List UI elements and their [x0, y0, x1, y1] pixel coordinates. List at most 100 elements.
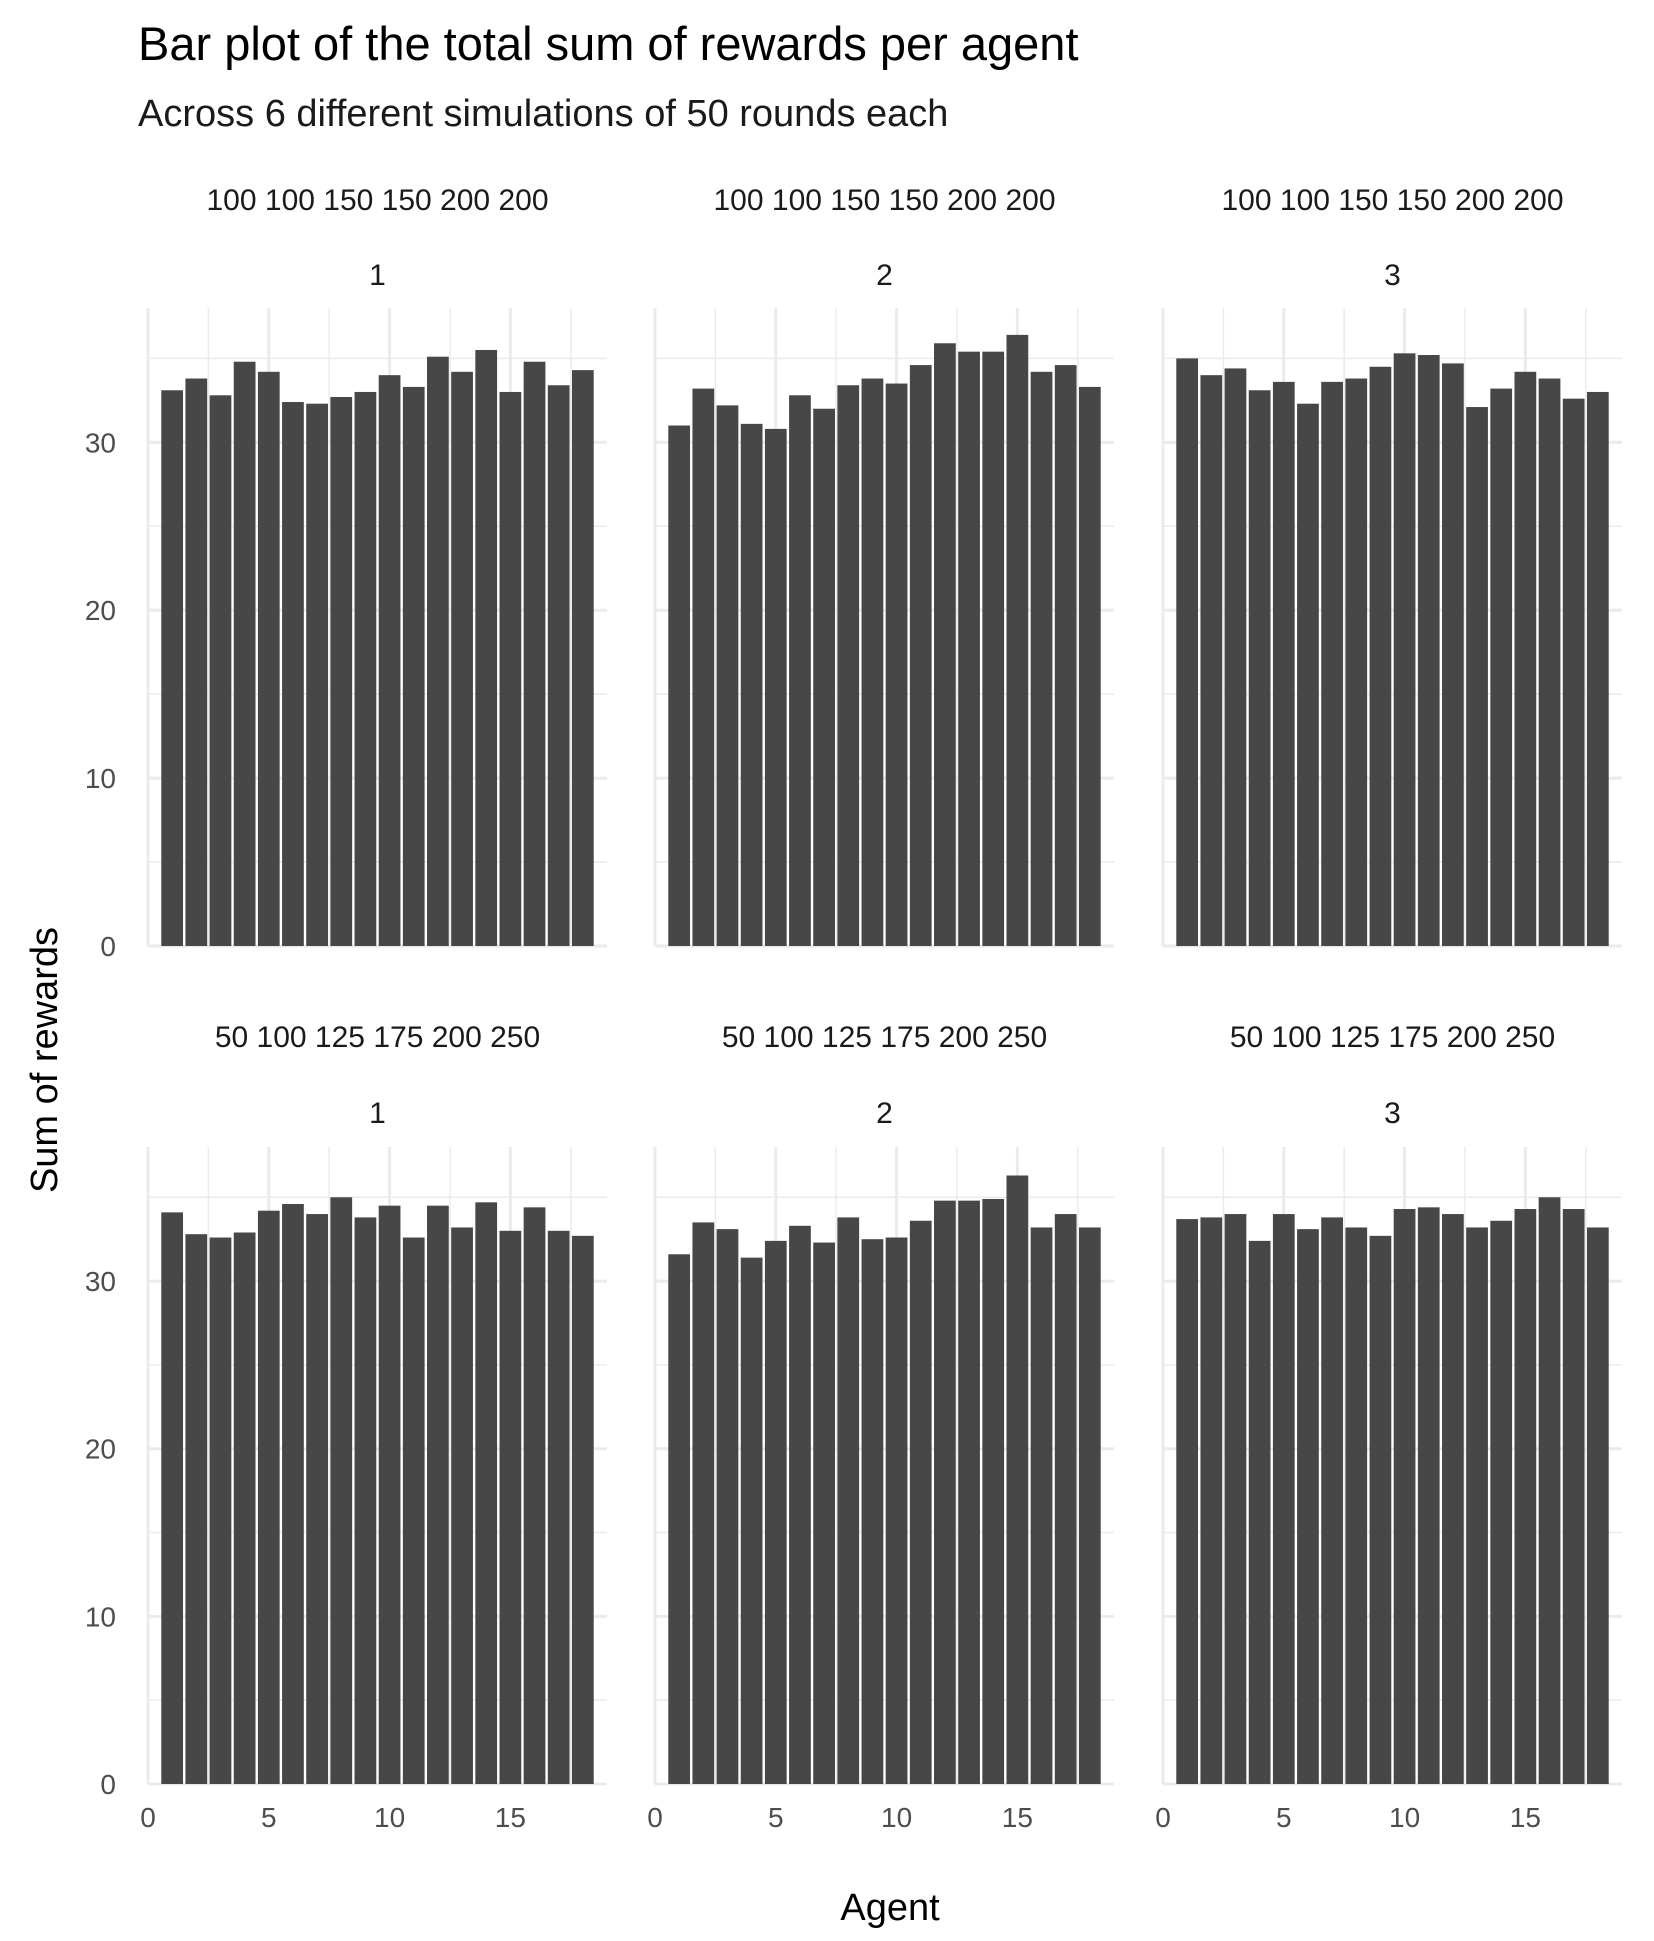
facet-panel-5: 50 100 125 175 200 250 2 0 5 10 15 — [647, 1021, 1114, 1833]
bar-panel1-agent-11 — [402, 386, 425, 946]
bar-panel6-agent-4 — [1248, 1240, 1271, 1784]
bar-panel4-agent-13 — [451, 1227, 473, 1784]
bar-panel5-agent-18 — [1078, 1227, 1101, 1784]
bar-panel4-agent-15 — [499, 1230, 522, 1784]
bar-panel2-agent-12 — [934, 343, 956, 946]
bar-panel6-agent-12 — [1442, 1214, 1464, 1784]
bar-panel1-agent-1 — [161, 390, 184, 946]
bar-panel1-agent-2 — [185, 378, 208, 947]
bar-panel1-agent-18 — [571, 370, 594, 946]
bar-panel1-agent-7 — [306, 403, 328, 946]
facet-panel-6: 50 100 125 175 200 250 3 0 5 10 15 — [1155, 1021, 1622, 1833]
strip-label-top: 100 100 150 150 200 200 — [1222, 184, 1564, 217]
bar-panel2-agent-14 — [982, 351, 1005, 947]
bar-panel1-agent-12 — [427, 356, 449, 947]
facet-panel-3: 100 100 150 150 200 200 3 — [1161, 184, 1622, 948]
bar-panel3-agent-15 — [1514, 371, 1537, 946]
bar-panel3-agent-17 — [1562, 398, 1585, 946]
bar-panel5-agent-7 — [813, 1242, 835, 1784]
bar-panel6-agent-14 — [1490, 1220, 1513, 1784]
bar-panel5-agent-1 — [668, 1254, 691, 1784]
bar-panel1-agent-6 — [282, 402, 304, 946]
y-tick-label: 10 — [85, 763, 116, 794]
bar-panel3-agent-16 — [1538, 378, 1561, 947]
strip-label-bottom: 3 — [1384, 259, 1401, 292]
bar-panel3-agent-18 — [1586, 391, 1609, 946]
facet-panel-2: 100 100 150 150 200 200 2 — [653, 184, 1114, 948]
bar-panel2-agent-2 — [692, 388, 715, 946]
bar-panel4-agent-1 — [161, 1212, 184, 1784]
bar-panel4-agent-10 — [378, 1205, 401, 1784]
bar-panel4-agent-9 — [354, 1217, 377, 1784]
bar-panel1-agent-3 — [209, 395, 232, 946]
bar-panel6-agent-11 — [1417, 1207, 1440, 1784]
bar-panel3-agent-13 — [1466, 407, 1488, 947]
bar-panel1-agent-13 — [451, 371, 473, 946]
bar-panel4-agent-17 — [547, 1230, 570, 1784]
bar-panel1-agent-15 — [499, 391, 522, 946]
x-tick-label: 0 — [140, 1802, 156, 1833]
bar-panel3-agent-9 — [1369, 366, 1392, 946]
bar-panel6-agent-8 — [1345, 1227, 1368, 1784]
bar-panel4-agent-3 — [209, 1237, 232, 1784]
bar-panel6-agent-2 — [1200, 1217, 1223, 1784]
bar-panel3-agent-11 — [1417, 355, 1440, 947]
bar-panel2-agent-15 — [1006, 334, 1029, 946]
bar-panel5-agent-2 — [692, 1222, 715, 1784]
bar-panel4-agent-12 — [427, 1205, 449, 1784]
y-axis-label: Sum of rewards — [24, 927, 66, 1193]
y-tick-label: 10 — [85, 1601, 116, 1632]
x-tick-label: 10 — [1389, 1802, 1420, 1833]
bar-panel2-agent-4 — [740, 423, 763, 946]
strip-label-top: 100 100 150 150 200 200 — [207, 184, 549, 217]
bar-panel3-agent-1 — [1176, 358, 1199, 946]
x-tick-label: 15 — [1510, 1802, 1541, 1833]
x-tick-label: 0 — [1155, 1802, 1171, 1833]
bar-panel5-agent-4 — [740, 1257, 763, 1784]
bar-panel3-agent-14 — [1490, 388, 1513, 946]
bar-panel2-agent-16 — [1030, 371, 1053, 946]
bar-panel6-agent-16 — [1538, 1197, 1561, 1784]
bar-panel6-agent-7 — [1321, 1217, 1343, 1784]
bar-panel6-agent-18 — [1586, 1227, 1609, 1784]
bar-panel3-agent-10 — [1393, 353, 1416, 947]
bar-panel5-agent-16 — [1030, 1227, 1053, 1784]
strip-label-bottom: 2 — [876, 1097, 893, 1130]
y-tick-label: 0 — [100, 931, 116, 962]
bar-panel1-agent-8 — [330, 396, 353, 946]
bar-panel2-agent-1 — [668, 425, 691, 946]
bar-panel2-agent-3 — [716, 405, 739, 947]
x-tick-label: 15 — [495, 1802, 526, 1833]
bar-panel6-agent-13 — [1466, 1227, 1488, 1784]
bar-panel2-agent-13 — [958, 351, 980, 947]
bar-panel5-agent-8 — [837, 1217, 860, 1784]
bar-panel3-agent-8 — [1345, 378, 1368, 947]
strip-label-top: 50 100 125 175 200 250 — [722, 1021, 1047, 1054]
bar-panel4-agent-6 — [282, 1203, 304, 1784]
bar-panel1-agent-17 — [547, 385, 570, 946]
bar-panel3-agent-7 — [1321, 381, 1343, 947]
x-tick-label: 5 — [261, 1802, 277, 1833]
strip-label-bottom: 1 — [369, 259, 386, 292]
bar-panel4-agent-5 — [257, 1210, 280, 1784]
y-tick-label: 20 — [85, 1434, 116, 1465]
x-tick-label: 0 — [647, 1802, 663, 1833]
x-tick-label: 5 — [1276, 1802, 1292, 1833]
bar-panel6-agent-9 — [1369, 1235, 1392, 1784]
bar-panel3-agent-2 — [1200, 375, 1223, 946]
x-axis-label: Agent — [840, 1887, 940, 1929]
x-tick-label: 10 — [374, 1802, 405, 1833]
bar-panel4-agent-14 — [475, 1202, 498, 1784]
y-tick-label: 30 — [85, 1266, 116, 1297]
bar-panel5-agent-9 — [861, 1239, 884, 1784]
bar-panel3-agent-3 — [1224, 368, 1247, 946]
bar-panel1-agent-5 — [257, 371, 280, 946]
bar-panel4-agent-11 — [402, 1237, 425, 1784]
bar-panel5-agent-3 — [716, 1229, 739, 1784]
bar-panel5-agent-5 — [764, 1240, 787, 1784]
bar-panel6-agent-5 — [1272, 1214, 1295, 1784]
bar-panel5-agent-12 — [934, 1200, 956, 1784]
